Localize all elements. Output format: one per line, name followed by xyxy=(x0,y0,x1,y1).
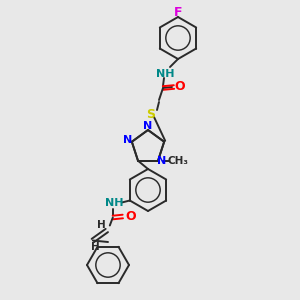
Text: H: H xyxy=(92,242,100,253)
Text: CH₃: CH₃ xyxy=(167,156,188,166)
Text: N: N xyxy=(143,121,153,131)
Text: F: F xyxy=(174,5,182,19)
Text: NH: NH xyxy=(105,199,123,208)
Text: N: N xyxy=(158,156,166,166)
Text: O: O xyxy=(125,210,136,223)
Text: NH: NH xyxy=(156,69,174,79)
Text: O: O xyxy=(175,80,185,94)
Text: H: H xyxy=(98,220,106,230)
Text: N: N xyxy=(123,135,133,145)
Text: S: S xyxy=(146,109,155,122)
